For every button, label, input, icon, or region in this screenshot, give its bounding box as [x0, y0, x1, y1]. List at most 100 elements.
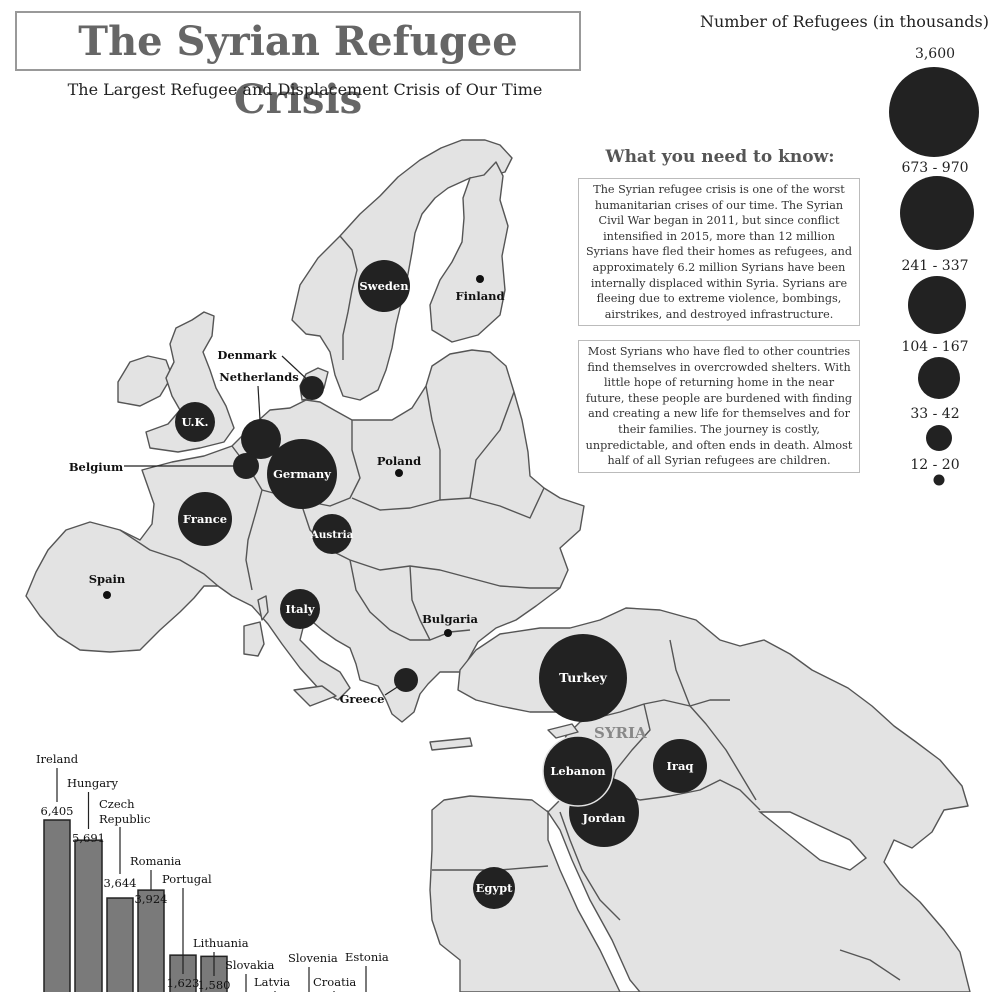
svg-text:Jordan: Jordan — [581, 811, 626, 825]
bubble-sweden: Sweden — [358, 260, 410, 312]
bar-label-slovenia: Slovenia — [288, 951, 338, 965]
land-corsica — [257, 595, 269, 621]
bubble-turkey: Turkey — [539, 634, 627, 722]
page-subtitle: The Largest Refugee and Displacement Cri… — [67, 80, 543, 99]
bubble-italy: Italy — [280, 589, 320, 629]
border-me-7 — [839, 949, 901, 981]
persian-gulf — [758, 811, 868, 871]
legend-circle-673-970 — [900, 176, 974, 250]
bar-label-croatia: Croatia — [313, 975, 356, 989]
bar-value-hungary: 5,691 — [72, 831, 105, 845]
border-me-5 — [559, 811, 621, 921]
bubble-netherlands — [241, 419, 281, 459]
label-syria: SYRIA — [594, 724, 647, 742]
bubble-austria: Austria — [310, 514, 354, 554]
svg-text:Italy: Italy — [285, 602, 315, 616]
svg-text:Egypt: Egypt — [476, 881, 514, 895]
title-box: The Syrian Refugee Crisis — [15, 11, 581, 123]
bar-value-ireland: 6,405 — [41, 804, 74, 818]
bubble-lebanon: Lebanon — [542, 735, 614, 807]
legend-label-2: 673 - 970 — [901, 160, 969, 176]
bar-label-hungary: Hungary — [67, 776, 119, 790]
bar-value-romania: 3,924 — [135, 892, 168, 906]
bar-value-portugal: 1,623 — [167, 976, 200, 990]
svg-text:Austria: Austria — [310, 529, 354, 541]
bubble-uk: U.K. — [175, 402, 215, 442]
border-central-3 — [351, 487, 545, 519]
svg-text:Sweden: Sweden — [359, 279, 409, 293]
bar-value-czech-republic: 3,644 — [104, 876, 137, 890]
bar-label-portugal: Portugal — [162, 872, 212, 886]
svg-text:Finland: Finland — [455, 289, 504, 303]
info-paragraph-2: Most Syrians who have fled to other coun… — [578, 340, 860, 473]
legend-label-1: 3,600 — [914, 46, 956, 62]
label-denmark: Denmark — [217, 348, 277, 362]
svg-text:Poland: Poland — [377, 454, 421, 468]
legend-circle-12-20 — [933, 474, 945, 486]
bar-ireland — [43, 819, 71, 992]
red-sea — [547, 809, 641, 992]
legend-circle-3600 — [889, 67, 979, 157]
border-me-4 — [669, 639, 691, 707]
svg-text:Turkey: Turkey — [559, 670, 607, 685]
bar-label-slovakia: Slovakia — [225, 958, 274, 972]
border-me-2 — [609, 703, 761, 811]
legend-label-3: 241 - 337 — [901, 258, 969, 274]
bar-value-lithuania: 1,580 — [198, 978, 231, 992]
bar-label-ireland: Ireland — [36, 752, 79, 766]
land-middle-east — [429, 607, 971, 992]
border-me-3 — [689, 705, 757, 801]
bar-czech-republic — [106, 897, 134, 992]
svg-text:Bulgaria: Bulgaria — [422, 612, 478, 626]
label-belgium: Belgium — [69, 460, 123, 474]
label-greece: Greece — [340, 692, 385, 706]
svg-text:France: France — [183, 512, 227, 526]
bar-label-lithuania: Lithuania — [193, 936, 249, 950]
land-cyprus — [547, 723, 579, 739]
bar-hungary — [74, 839, 103, 992]
legend-circle-104-167 — [918, 357, 960, 399]
border-me-1 — [595, 699, 730, 719]
bubble-egypt: Egypt — [473, 867, 515, 909]
svg-text:Lebanon: Lebanon — [550, 764, 606, 778]
legend-label-4: 104 - 167 — [901, 339, 969, 355]
marker-spain: Spain — [89, 572, 126, 599]
page-title: The Syrian Refugee Crisis — [78, 18, 518, 123]
info-heading: What you need to know: — [605, 147, 835, 167]
border-central-7 — [425, 385, 441, 500]
svg-text:Germany: Germany — [273, 467, 331, 481]
bubble-greece — [394, 668, 418, 692]
legend-title: Number of Refugees (in thousands) — [700, 12, 989, 31]
bar-label-latvia: Latvia — [254, 975, 290, 989]
land-ireland — [117, 355, 173, 407]
land-continental-europe — [25, 349, 585, 723]
border-pyrenees — [119, 529, 219, 587]
border-sweden — [339, 235, 358, 360]
marker-bulgaria: Bulgaria — [422, 612, 478, 637]
bubble-denmark — [300, 376, 324, 400]
bar-label-estonia: Estonia — [345, 950, 389, 964]
bubble-belgium — [233, 453, 259, 479]
legend-label-5: 33 - 42 — [910, 406, 960, 422]
marker-poland: Poland — [377, 454, 421, 477]
bar-label-czech-republic: Czech Republic — [99, 797, 150, 826]
marker-finland: Finland — [455, 275, 505, 303]
border-central-8 — [469, 391, 515, 499]
label-netherlands: Netherlands — [219, 370, 299, 384]
bar-chart: Ireland 6,405 Hungary 5,691 Czech Republic 3,6… — [36, 752, 389, 992]
leader-netherlands — [257, 385, 261, 421]
land-finland — [429, 161, 509, 343]
svg-text:U.K.: U.K. — [182, 415, 209, 429]
land-crete — [429, 737, 473, 751]
legend-label-6: 12 - 20 — [910, 457, 960, 473]
border-central-6 — [409, 565, 431, 641]
bar-romania — [137, 889, 165, 992]
legend-circle-33-42 — [926, 425, 952, 451]
svg-text:Spain: Spain — [89, 572, 126, 586]
bubble-germany: Germany — [267, 439, 337, 509]
bar-label-romania: Romania — [130, 854, 181, 868]
land-sardinia — [243, 621, 265, 657]
bubble-france: France — [178, 492, 232, 546]
svg-text:Iraq: Iraq — [667, 759, 694, 773]
